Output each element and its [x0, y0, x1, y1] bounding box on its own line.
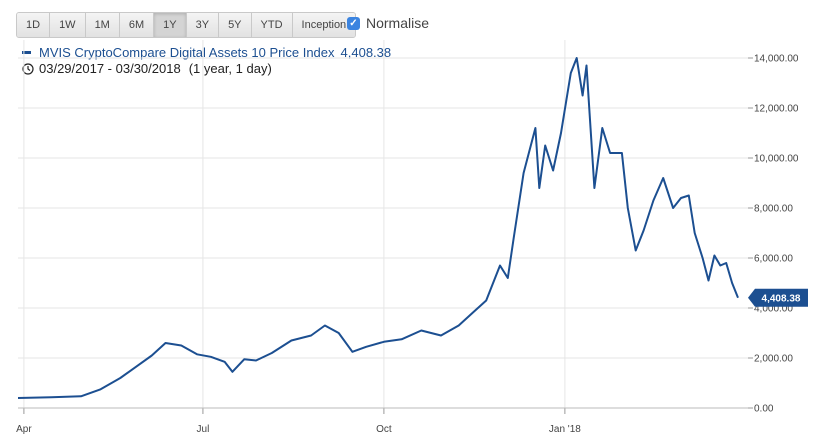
- normalise-label: Normalise: [366, 15, 430, 31]
- range-button-6m[interactable]: 6M: [119, 13, 155, 37]
- date-range-duration: (1 year, 1 day): [188, 61, 272, 76]
- y-tick-label: 0.00: [754, 404, 774, 415]
- range-button-1m[interactable]: 1M: [85, 13, 120, 37]
- series-legend[interactable]: MVIS CryptoCompare Digital Assets 10 Pri…: [22, 45, 391, 60]
- range-button-ytd[interactable]: YTD: [251, 13, 293, 37]
- range-button-1d[interactable]: 1D: [17, 13, 51, 37]
- range-button-3y[interactable]: 3Y: [186, 13, 220, 37]
- x-tick-label: Oct: [376, 424, 392, 435]
- normalise-toggle[interactable]: ✓ Normalise: [347, 15, 429, 31]
- series-swatch-icon: [22, 51, 31, 54]
- x-tick-label: Jan '18: [549, 424, 581, 435]
- y-tick-label: 14,000.00: [754, 54, 799, 65]
- y-tick-label: 4,000.00: [754, 304, 793, 315]
- y-tick-label: 8,000.00: [754, 204, 793, 215]
- date-range: 03/29/2017 - 03/30/2018 (1 year, 1 day): [22, 61, 272, 76]
- series-last-value: 4,408.38: [340, 45, 392, 60]
- y-tick-label: 2,000.00: [754, 354, 793, 365]
- range-button-5y[interactable]: 5Y: [219, 13, 252, 37]
- series-line: [17, 57, 739, 399]
- date-range-text: 03/29/2017 - 03/30/2018: [39, 61, 181, 76]
- range-button-1y[interactable]: 1Y: [154, 13, 187, 37]
- range-selector: 1D 1W 1M 6M 1Y 3Y 5Y YTD Inception: [16, 12, 357, 38]
- series-name: MVIS CryptoCompare Digital Assets 10 Pri…: [39, 45, 335, 60]
- range-button-inception[interactable]: Inception: [292, 13, 356, 37]
- x-tick-label: Apr: [16, 424, 32, 435]
- last-value-label: 4,408.38: [762, 293, 801, 304]
- x-tick-label: Jul: [197, 424, 210, 435]
- last-value-callout: [748, 288, 808, 307]
- y-tick-label: 6,000.00: [754, 254, 793, 265]
- range-button-1w[interactable]: 1W: [50, 13, 86, 37]
- y-tick-label: 12,000.00: [754, 104, 799, 115]
- y-tick-label: 10,000.00: [754, 154, 799, 165]
- clock-icon: [22, 62, 34, 75]
- checkbox-checked-icon[interactable]: ✓: [347, 16, 360, 30]
